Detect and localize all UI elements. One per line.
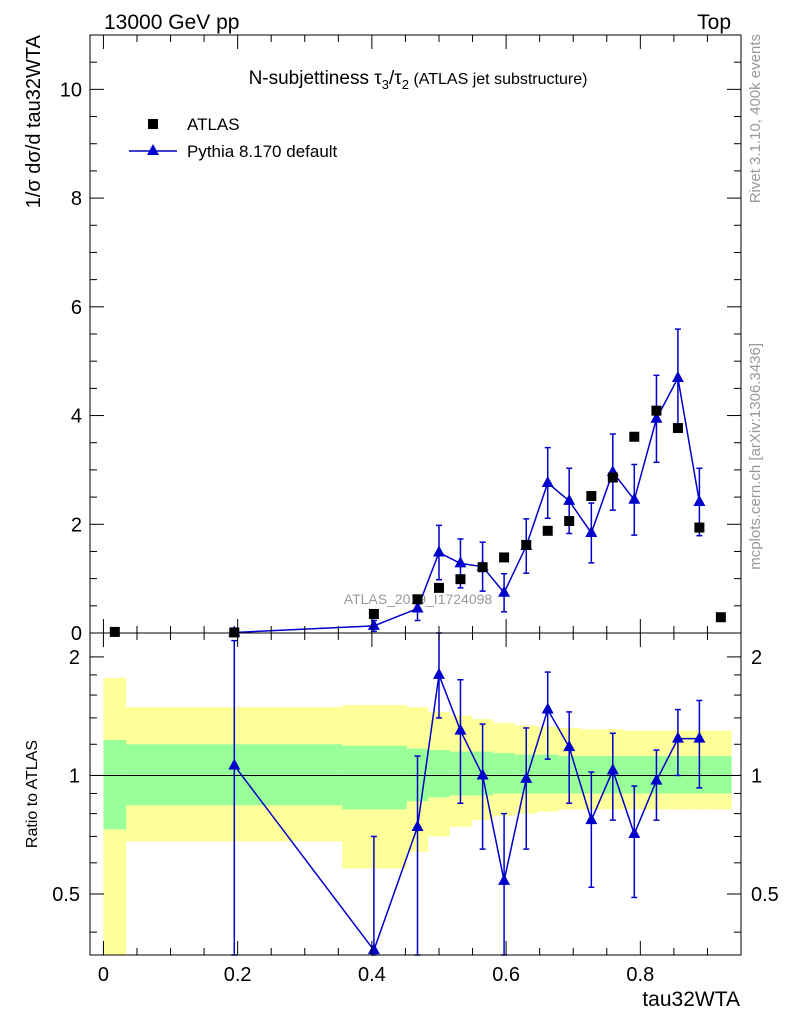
ratio-pythia-point [671, 731, 684, 743]
atlas-point [521, 539, 532, 550]
atlas-point [694, 522, 705, 533]
ratio-pythia-point [367, 943, 380, 955]
atlas-point [499, 552, 510, 563]
legend-pythia-marker [147, 144, 159, 155]
ratio-y-tick-label: 1 [69, 765, 80, 787]
pythia-point [367, 618, 380, 630]
main-y-tick-label: 6 [71, 297, 82, 319]
ratio-y-tick-label-right: 1 [751, 765, 762, 787]
ratio-band-green [428, 750, 450, 798]
x-tick-label: 0.4 [358, 964, 386, 986]
pythia-point [628, 492, 641, 504]
ratio-y-tick-label: 0.5 [52, 884, 80, 906]
pythia-point [432, 545, 445, 557]
mcplots-label: mcplots.cern.ch [arXiv:1306.3436] [747, 343, 764, 570]
atlas-point [542, 525, 553, 536]
ratio-pythia-point [476, 768, 489, 780]
ratio-band-green [623, 756, 646, 794]
ratio-panel-frame [89, 632, 742, 956]
x-tick-label: 0.2 [224, 964, 252, 986]
pythia-point [671, 371, 684, 383]
ratio-y-tick-label-right: 0.5 [751, 884, 779, 906]
energy-label: 13000 GeV pp [104, 11, 239, 34]
pythia-point [454, 556, 467, 568]
ratio-y-label: Ratio to ATLAS [24, 740, 41, 848]
ratio-pythia-line [233, 671, 700, 952]
main-y-tick-label: 2 [71, 514, 82, 536]
ratio-pythia-point [650, 773, 663, 785]
ratio-pythia-point [606, 763, 619, 775]
pythia-line [234, 375, 701, 634]
pythia-point [541, 475, 554, 487]
pythia-point [563, 493, 576, 505]
main-y-label: 1/σ dσ/d tau32WTA [23, 34, 45, 208]
ratio-pythia-point [498, 873, 511, 885]
ratio-pythia-point [228, 758, 241, 770]
ratio-pythia-point [432, 667, 445, 679]
process-label: Top [697, 11, 731, 34]
ratio-pythia-point [563, 740, 576, 752]
ratio-y-tick-label-right: 2 [751, 647, 762, 669]
atlas-point [229, 627, 240, 638]
main-y-tick-label: 8 [71, 188, 82, 210]
ratio-pythia-point [628, 827, 641, 839]
ratio-pythia-point [693, 731, 706, 743]
atlas-point [715, 612, 726, 623]
legend-atlas-marker [148, 119, 158, 129]
pythia-point [693, 494, 706, 506]
ratio-band-green [536, 754, 559, 794]
atlas-point [109, 626, 120, 637]
ratio-y-tick-label: 2 [69, 647, 80, 669]
ratio-band-green [342, 745, 407, 810]
atlas-point [433, 582, 444, 593]
pythia-point [650, 411, 663, 423]
main-y-tick-label: 4 [71, 406, 82, 428]
ratio-pythia-point [520, 771, 533, 783]
x-tick-label: 0.8 [626, 964, 654, 986]
ratio-band-green [493, 753, 515, 794]
atlas-point [477, 562, 488, 573]
main-y-tick-label: 10 [60, 79, 82, 101]
atlas-point [651, 405, 662, 416]
atlas-point [586, 491, 597, 502]
ratio-pythia-point [541, 702, 554, 714]
ratio-pythia-point [454, 723, 467, 735]
atlas-point [607, 472, 618, 483]
legend-atlas-label: ATLAS [187, 115, 240, 134]
legend-pythia-label: Pythia 8.170 default [187, 142, 338, 161]
atlas-point [629, 431, 640, 442]
ratio-band-green [710, 756, 732, 794]
main-y-tick-label: 0 [71, 623, 82, 645]
atlas-point [455, 574, 466, 585]
pythia-point [411, 601, 424, 613]
pythia-point [585, 525, 598, 537]
atlas-point [412, 594, 423, 605]
ratio-pythia-point [585, 813, 598, 825]
ratio-band-green [103, 740, 127, 830]
ratio-pythia-point [411, 819, 424, 831]
pythia-point [498, 585, 511, 597]
x-tick-label: 0.6 [492, 964, 520, 986]
atlas-point [672, 423, 683, 434]
atlas-point [564, 516, 575, 527]
atlas-point [368, 608, 379, 619]
x-tick-label: 0 [98, 964, 109, 986]
rivet-label: Rivet 3.1.10, 400k events [747, 34, 764, 203]
x-axis-label: tau32WTA [642, 988, 740, 1011]
main-title: N-subjettiness τ3/τ2 (ATLAS jet substruc… [249, 68, 588, 92]
